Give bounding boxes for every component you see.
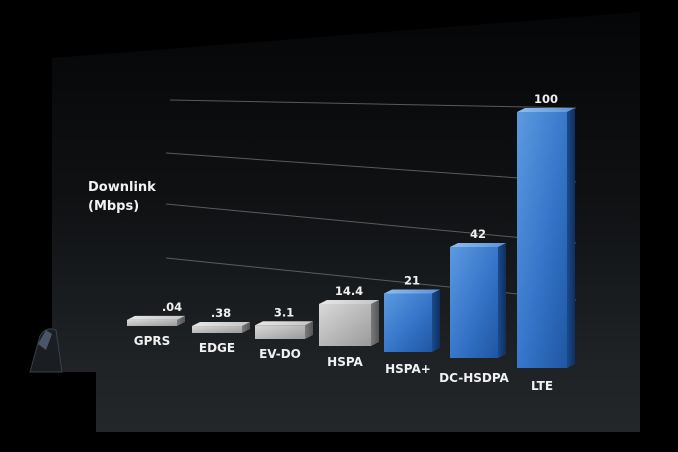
category-label: HSPA+ [385,362,431,376]
y-axis-label-line-1: Downlink [88,180,156,195]
bars [127,108,575,368]
gridline [165,152,577,183]
bar-top [384,289,440,294]
bar-hspa [319,300,379,346]
bar-top [255,321,313,326]
value-label: 21 [404,274,420,288]
bar-top [192,322,250,327]
category-label: LTE [531,379,553,393]
category-label: EDGE [199,341,235,355]
lectern-silhouette [29,328,63,373]
value-label: 100 [534,92,558,106]
bar-lte [517,108,575,368]
value-labels: .04 .38 3.1 14.4 21 42 100 [162,92,558,320]
gridlines [165,99,577,301]
bar-front [127,319,177,326]
bar-side [177,315,185,326]
bar-ev-do [255,321,313,339]
bar-front [192,326,242,333]
value-label: 42 [470,227,486,241]
bar-top [450,243,506,247]
bar-front [450,247,498,358]
bar-side [305,321,313,339]
category-label: HSPA [327,355,363,369]
bar-side [242,322,250,333]
value-label: 14.4 [335,284,363,298]
bar-side [498,243,506,358]
category-label: EV-DO [259,347,301,361]
bar-front [384,293,432,352]
category-label: GPRS [134,334,171,348]
bar-gprs [127,315,185,326]
bar-top [127,315,185,320]
bar-top [319,300,379,304]
bar-front [517,112,567,368]
category-labels: GPRS EDGE EV-DO HSPA HSPA+ DC-HSDPA LTE [134,334,553,393]
bar-side [432,289,440,352]
bar-top [517,108,575,112]
bar-side [371,300,379,346]
bar-front [255,325,305,339]
value-label: 3.1 [274,305,294,319]
gridline [165,203,577,244]
bar-edge [192,322,250,333]
category-label: DC-HSDPA [439,371,509,385]
stage-floor [0,372,96,452]
gridline [169,99,577,109]
bar-side [567,108,575,368]
bar-dc-hsdpa [450,243,506,358]
gridline [165,257,577,301]
value-label: .04 [162,300,182,314]
y-axis-label-line-2: (Mbps) [88,199,139,214]
bar-hspa- [384,289,440,352]
value-label: .38 [211,306,231,320]
bar-front [319,304,371,346]
